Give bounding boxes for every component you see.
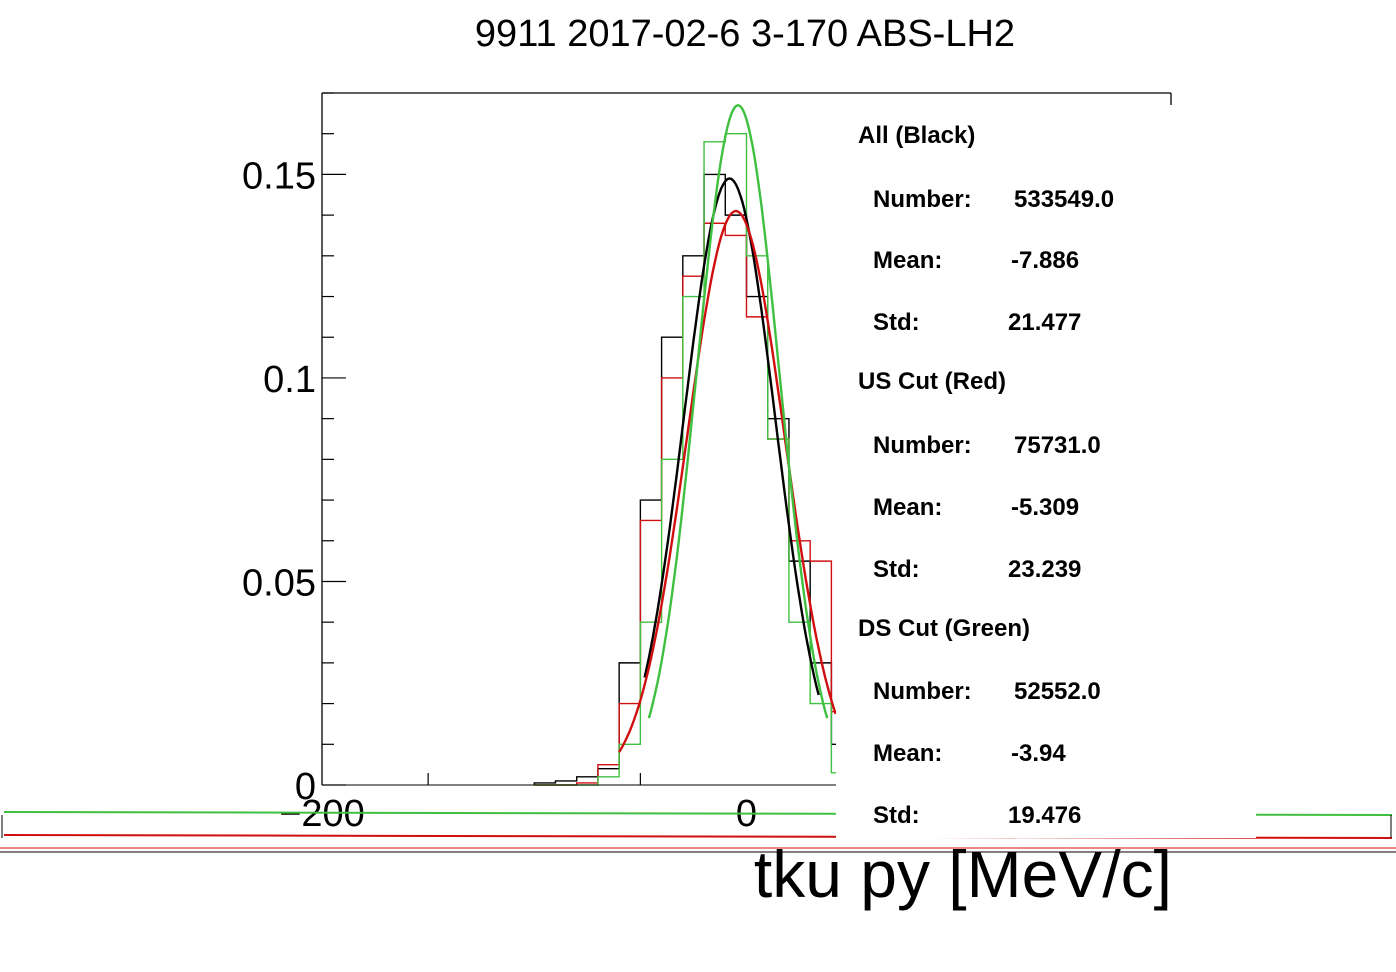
stats-mean-label-us: Mean: — [873, 494, 943, 521]
stats-mean-label-all: Mean: — [873, 247, 943, 274]
fit-all-black- — [643, 177, 820, 696]
y-axis-ticks: 0 0.05 0.1 0.15 — [242, 92, 346, 808]
stats-mean-ds: -3.94 — [1011, 740, 1066, 767]
chart-title: 9911 2017-02-6 3-170 ABS-LH2 — [475, 13, 1015, 55]
stats-legend-box: All (Black) Number: 533549.0 Mean: -7.88… — [836, 108, 1256, 838]
y-tick-label: 0.05 — [242, 562, 316, 604]
stats-mean-all: -7.886 — [1011, 247, 1080, 274]
stats-mean-us: -5.309 — [1011, 494, 1080, 521]
stats-std-label-ds: Std: — [873, 802, 920, 829]
stats-number-us: 75731.0 — [1014, 432, 1101, 459]
fit-curves — [618, 103, 837, 753]
stats-std-us: 23.239 — [1008, 556, 1082, 583]
stats-header-all: All (Black) — [858, 122, 976, 149]
stats-header-us: US Cut (Red) — [858, 368, 1006, 395]
stats-number-ds: 52552.0 — [1014, 678, 1101, 705]
stats-std-label-all: Std: — [873, 309, 920, 336]
stats-number-label-ds: Number: — [873, 678, 972, 705]
y-tick-label: 0.1 — [263, 359, 316, 401]
y-tick-label: 0 — [295, 766, 316, 808]
fit-us-cut-red- — [618, 209, 837, 753]
x-axis-label: tku py [MeV/c] — [754, 837, 1172, 911]
stats-mean-label-ds: Mean: — [873, 740, 943, 767]
y-tick-label: 0.15 — [242, 155, 316, 197]
plot-frame — [321, 92, 1172, 785]
stats-header-ds: DS Cut (Green) — [858, 615, 1031, 642]
stats-number-label-us: Number: — [873, 432, 972, 459]
stats-std-all: 21.477 — [1008, 309, 1082, 336]
fit-ds-cut-green- — [647, 103, 829, 719]
stats-number-label-all: Number: — [873, 186, 972, 213]
stats-std-ds: 19.476 — [1008, 802, 1082, 829]
stats-number-all: 533549.0 — [1014, 186, 1115, 213]
x-tick-label: −200 — [279, 793, 365, 835]
stats-std-label-us: Std: — [873, 556, 920, 583]
x-axis-ticks: −200 0 — [279, 773, 854, 835]
